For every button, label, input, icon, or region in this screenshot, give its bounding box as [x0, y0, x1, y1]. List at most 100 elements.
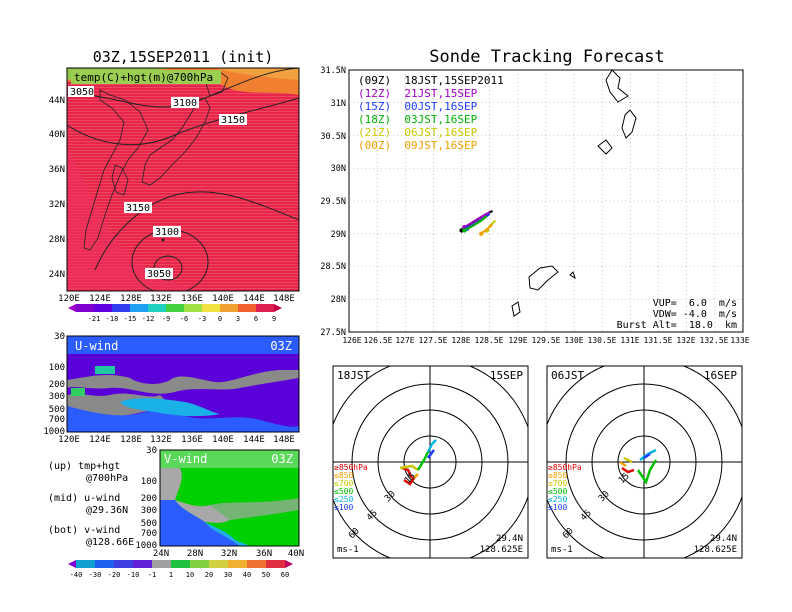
lat-tick: 28.5N [320, 262, 346, 272]
contour-label: 3150 [221, 115, 245, 126]
lon-tick: 131.5E [644, 336, 673, 345]
level-entry: ≤500 [548, 487, 567, 496]
track-lat-ticks: 31.5N 31N 30.5N 30N 29.5N 29N 28.5N 28N … [320, 66, 346, 338]
hodo2-level-legend: ≥850hPa ≤850 ≤700 ≤500 ≤250 ≤100 [548, 463, 582, 512]
track-launch-point [479, 231, 484, 236]
level-entry: ≥850hPa [334, 463, 368, 472]
lat-tick: 36N [256, 549, 272, 559]
param-line: VUP= 6.0 m/s [653, 298, 737, 309]
hodo1-time: 18JST [337, 369, 370, 382]
colorbar-tick: 3 [236, 315, 240, 323]
hodo1-lon: 128.625E [480, 545, 523, 555]
lon-tick: 120E [58, 294, 80, 304]
lon-tick: 132E [150, 435, 172, 445]
lon-tick: 148E [273, 435, 295, 445]
uwind-p-ticks: 30 100 200 300 500 700 1000 [43, 332, 65, 437]
contour-label: 3150 [126, 203, 150, 214]
lon-tick: 130.5E [588, 336, 617, 345]
lat-tick: 24N [49, 270, 65, 280]
right-panel-title: Sonde Tracking Forecast [429, 47, 664, 67]
param-line: Burst Alt= 18.0 km [617, 320, 737, 331]
lon-tick: 130E [564, 336, 583, 345]
lon-tick: 136E [181, 294, 203, 304]
map-panel-label-box [71, 70, 221, 84]
legend-entry: (12Z) 21JST,15SEP [358, 87, 478, 100]
lat-tick: 32N [221, 549, 237, 559]
colorbar-tick: 10 [186, 571, 194, 579]
hodo2-lat: 29.4N [710, 534, 737, 544]
lat-tick: 40N [288, 549, 304, 559]
lon-tick: 126E [342, 336, 361, 345]
lon-tick: 126.5E [364, 336, 393, 345]
height-contour-labels: 3050 3100 3150 3150 3100 3050 [68, 86, 247, 280]
map-panel-label: temp(C)+hgt(m)@700hPa [74, 71, 213, 84]
lat-tick: 31.5N [320, 66, 346, 76]
lat-tick: 40N [49, 130, 65, 140]
colorbar-tick: -6 [180, 315, 188, 323]
level-entry: ≤250 [548, 495, 567, 504]
pressure-tick: 500 [49, 405, 65, 415]
colorbar-tick: -3 [198, 315, 206, 323]
param-line: VDW= -4.0 m/s [653, 309, 737, 320]
uwind-lon-ticks: 120E 124E 128E 132E 136E 140E 144E 148E [58, 435, 295, 445]
lon-tick: 131E [620, 336, 639, 345]
colorbar-tick: 0 [218, 315, 222, 323]
lon-tick: 140E [212, 294, 234, 304]
lon-tick: 133E [730, 336, 749, 345]
pressure-tick: 100 [49, 363, 65, 373]
lon-tick: 127.5E [419, 336, 448, 345]
lon-tick: 129.5E [532, 336, 561, 345]
level-entry: ≤500 [334, 487, 353, 496]
vwind-label: V-wind [164, 452, 207, 466]
track-map-grid [349, 70, 743, 332]
lat-tick: 29N [331, 230, 346, 240]
hodo2-lon: 128.625E [694, 545, 737, 555]
level-entry: ≥850hPa [548, 463, 582, 472]
lat-tick: 29.5N [320, 197, 346, 207]
uwind-time: 03Z [270, 339, 292, 353]
level-entry: ≤700 [334, 479, 353, 488]
panel-notes: (up) tmp+hgt @700hPa (mid) u-wind @29.36… [48, 461, 134, 548]
legend-entry: (15Z) 00JST,16SEP [358, 100, 478, 113]
lon-tick: 144E [243, 294, 265, 304]
pressure-tick: 30 [146, 446, 157, 456]
lon-tick: 128E [451, 336, 470, 345]
track-series-line [463, 215, 488, 232]
uwind-label: U-wind [75, 339, 118, 353]
lat-tick: 31N [331, 99, 346, 109]
vwind-time: 03Z [271, 452, 293, 466]
vwind-lat-ticks: 24N 28N 32N 36N 40N [153, 549, 304, 559]
colorbar-tick: -1 [148, 571, 156, 579]
pressure-tick: 100 [141, 477, 157, 487]
pressure-tick: 700 [49, 415, 65, 425]
colorbar-tick: 40 [243, 571, 251, 579]
hodo1-level-legend: ≥850hPa ≤850 ≤700 ≤500 ≤250 ≤100 [334, 463, 368, 512]
pressure-tick: 1000 [43, 427, 65, 437]
lat-tick: 27.5N [320, 328, 346, 338]
hodo2-unit: ms-1 [551, 545, 573, 555]
hodo2-date: 16SEP [704, 369, 737, 382]
track-map-panel [348, 69, 744, 333]
lon-tick: 132E [676, 336, 695, 345]
lat-tick: 28N [331, 295, 346, 305]
left-panel-title: 03Z,15SEP2011 (init) [93, 48, 274, 66]
lon-tick: 120E [58, 435, 80, 445]
track-legend: (09Z) 18JST,15SEP2011 (12Z) 21JST,15SEP … [358, 74, 504, 152]
colorbar-tick: -10 [127, 571, 140, 579]
level-entry: ≤850 [548, 471, 567, 480]
lon-tick: 128E [120, 294, 142, 304]
level-entry: ≤700 [548, 479, 567, 488]
pressure-tick: 30 [54, 332, 65, 342]
lon-tick: 127E [395, 336, 414, 345]
legend-entry: (00Z) 09JST,16SEP [358, 139, 478, 152]
lon-tick: 144E [243, 435, 265, 445]
track-launch-point [462, 228, 467, 233]
track-lon-ticks: 126E 126.5E 127E 127.5E 128E 128.5E 129E… [342, 336, 749, 345]
colorbar-tick: 1 [169, 571, 173, 579]
lon-tick: 124E [89, 294, 111, 304]
pressure-tick: 200 [141, 494, 157, 504]
note-line: (mid) u-wind [48, 493, 120, 504]
lon-tick: 128E [120, 435, 142, 445]
note-line: @700hPa [86, 473, 128, 484]
pressure-tick: 1000 [135, 541, 157, 551]
